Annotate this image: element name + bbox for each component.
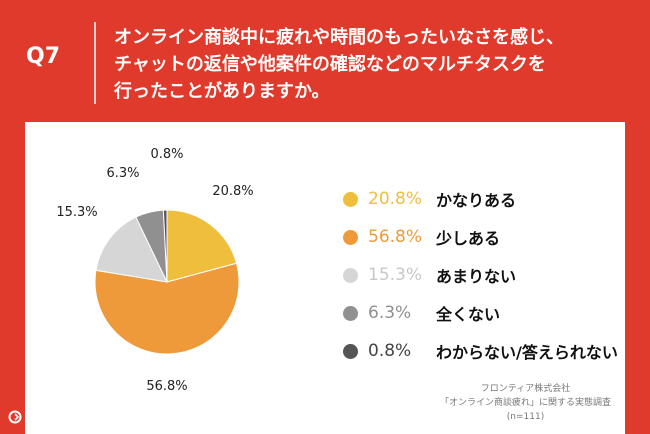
chart-panel: 20.8% 56.8% 15.3% 6.3% 0.8% 20.8% かなりある 56.8… [25, 122, 625, 434]
legend-item: 6.3% 全くない [343, 294, 618, 332]
pie-chart: 20.8% 56.8% 15.3% 6.3% 0.8% [56, 147, 253, 394]
legend-item: 20.8% かなりある [343, 180, 618, 218]
question-line: チャットの返信や他案件の確認などのマルチタスクを [114, 54, 546, 75]
legend-swatch [343, 267, 358, 283]
legend-percent: 15.3% [368, 265, 423, 285]
pie-slice [166, 209, 238, 283]
legend-percent: 0.8% [368, 341, 412, 361]
question-line: 行ったことがありますか。 [114, 81, 330, 102]
legend-item: 0.8% わからない/答えられない [343, 332, 618, 370]
question-line: オンライン商談中に疲れや時間のもったいなさを感じ、 [114, 27, 564, 48]
pie-slice [162, 209, 168, 283]
pie-slice-label: 56.8% [146, 379, 187, 394]
source-survey: 「オンライン商談疲れ」に関する実態調査 [439, 398, 611, 408]
legend-item: 15.3% あまりない [343, 256, 618, 294]
legend-percent: 20.8% [368, 189, 423, 209]
header-divider [94, 22, 96, 104]
logo-text: FRONTIER [26, 410, 96, 424]
legend-swatch [343, 343, 358, 359]
pie-slice-label: 20.8% [212, 184, 253, 199]
legend-percent: 6.3% [368, 303, 412, 323]
question-text: オンライン商談中に疲れや時間のもったいなさを感じ、 チャットの返信や他案件の確認… [114, 24, 634, 105]
legend-label: あまりない [436, 267, 517, 286]
pie-slice-label: 0.8% [150, 147, 183, 162]
source-company: フロンティア株式会社 [480, 384, 571, 394]
logo-mark-icon [8, 410, 22, 424]
legend-label: わからない/答えられない [436, 343, 618, 362]
pie-slice [95, 216, 168, 283]
legend-swatch [343, 305, 358, 321]
header: Q7 オンライン商談中に疲れや時間のもったいなさを感じ、 チャットの返信や他案件… [0, 0, 650, 122]
question-number: Q7 [26, 44, 61, 69]
legend-swatch [343, 191, 358, 207]
legend-label: 少しある [436, 229, 501, 248]
pie-slice-label: 6.3% [106, 166, 139, 181]
legend-percent: 56.8% [368, 227, 423, 247]
legend-label: 全くない [436, 305, 501, 324]
legend-item: 56.8% 少しある [343, 218, 618, 256]
pie-slice [94, 262, 240, 355]
legend: 20.8% かなりある 56.8% 少しある 15.3% あまりない 6.3% … [343, 180, 618, 370]
source-note: フロンティア株式会社 「オンライン商談疲れ」に関する実態調査 (n=111) [440, 382, 611, 424]
legend-label: かなりある [436, 191, 517, 210]
legend-swatch [343, 229, 358, 245]
source-sample-size: (n=111) [506, 412, 545, 422]
frontier-logo: FRONTIER [8, 410, 95, 424]
pie-slice-label: 15.3% [56, 205, 97, 220]
